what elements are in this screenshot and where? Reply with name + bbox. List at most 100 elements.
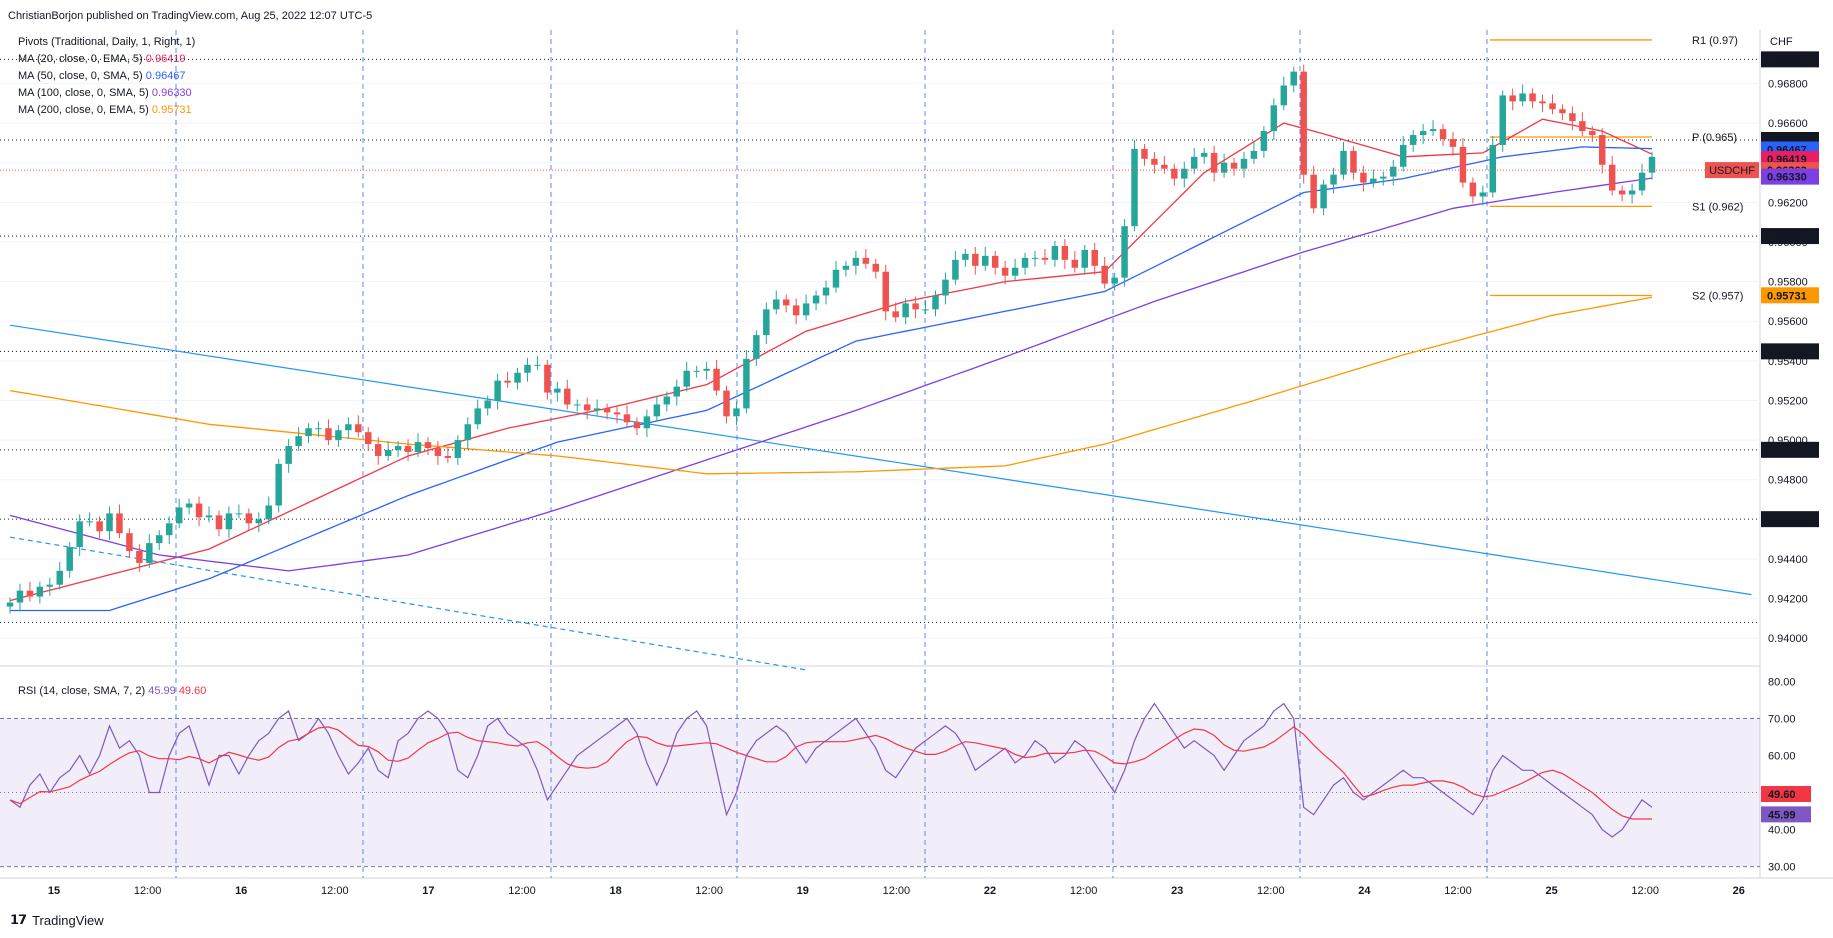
candle-body [56, 570, 63, 585]
candle-body [1181, 168, 1188, 179]
candle-body [663, 396, 671, 405]
candle-body [1469, 182, 1477, 197]
candle-body [355, 424, 362, 433]
candle-body [703, 368, 710, 371]
candle-body [96, 521, 103, 532]
candle-body [1549, 103, 1556, 110]
rsi-tick-label: 70.00 [1768, 713, 1796, 725]
candle-body [1499, 95, 1506, 145]
candle-body [474, 408, 481, 425]
candle-body [623, 414, 631, 423]
candle-body [484, 400, 491, 409]
candle-body [275, 463, 282, 506]
candle-body [384, 450, 392, 456]
candle-body [842, 265, 850, 270]
rsi-tick-label: 40.00 [1768, 825, 1796, 837]
price-axis[interactable]: 0.940000.942000.944000.948000.950000.952… [1761, 51, 1819, 645]
time-tick-label: 26 [1733, 885, 1745, 897]
candle-body [673, 386, 680, 397]
candle-body [1330, 174, 1337, 185]
rsi-axis[interactable]: 80.00 70.00 60.00 40.00 30.00 49.60 45.99 [1761, 676, 1811, 874]
candle-body [325, 428, 332, 441]
candle-body [235, 513, 243, 515]
sma100-line [9, 177, 1653, 572]
candle-body [1320, 184, 1327, 209]
candle-body [1539, 101, 1546, 104]
candle-body [1638, 172, 1646, 191]
candle-body [494, 380, 501, 401]
candle-body [1618, 190, 1626, 195]
candle-body [1001, 267, 1009, 276]
candle-body [773, 299, 780, 310]
candle-body [1409, 135, 1417, 145]
candle-body [1559, 109, 1566, 114]
legend-ma200: MA (200, close, 0, EMA, 5) 0.95731 [18, 104, 192, 116]
time-tick-label: 18 [609, 885, 621, 897]
time-axis[interactable]: 15 12:00 16 12:00 17 12:00 18 12:00 19 12:00 22 12:… [48, 885, 1745, 897]
candle-body [1310, 174, 1317, 209]
candle-body [574, 404, 581, 406]
price-level-badge [1761, 287, 1819, 304]
candle-body [1111, 277, 1118, 284]
candle-body [952, 259, 959, 280]
candle-body [1648, 156, 1656, 173]
price-tick-label: 0.94000 [1768, 633, 1808, 645]
tradingview-footer[interactable]: 𝟭𝟳 TradingView [10, 912, 104, 928]
price-level-badge-text: 0.96330 [1767, 172, 1807, 184]
candle-body [146, 543, 153, 563]
price-level-badge [1761, 168, 1819, 185]
candle-body [1479, 192, 1487, 197]
price-tick-label: 0.94400 [1768, 554, 1808, 566]
price-tick-label: 0.95200 [1768, 395, 1808, 407]
candle-body [1091, 249, 1098, 266]
price-level-badge-text: 0.95731 [1767, 290, 1807, 302]
candle-body [1429, 129, 1437, 132]
legend-ma100: MA (100, close, 0, SMA, 5) 0.96330 [18, 87, 192, 99]
pivot-label: P (0.965) [1692, 132, 1737, 144]
candle-body [1101, 265, 1108, 284]
candle-body [255, 519, 263, 524]
candle-body [156, 535, 163, 544]
price-tick-label: 0.94200 [1768, 594, 1808, 606]
rsi-tick-label: 80.00 [1768, 676, 1796, 688]
time-tick-label: 12:00 [1444, 885, 1472, 897]
candle-body [982, 255, 989, 266]
time-tick-label: 24 [1358, 885, 1371, 897]
candle-body [36, 586, 44, 597]
candle-body [1071, 259, 1079, 268]
candle-body [932, 295, 939, 310]
candle-body [26, 590, 34, 597]
price-level-badge [1761, 51, 1819, 68]
time-tick-label: 12:00 [1257, 885, 1285, 897]
rsi-value-badge [1761, 806, 1811, 823]
candle-body [1021, 257, 1029, 268]
price-level-badge [1761, 511, 1819, 528]
candle-body [782, 299, 790, 306]
time-tick-label: 17 [422, 885, 434, 897]
time-tick-label: 12:00 [134, 885, 162, 897]
candle-body [991, 255, 999, 268]
candle-body [404, 446, 412, 452]
price-level-badge-text: 0.94601 [1767, 514, 1807, 526]
candle-body [633, 422, 641, 429]
candle-body [1569, 113, 1576, 122]
rsi-ma-line [9, 726, 1652, 820]
time-tick-label: 12:00 [695, 885, 723, 897]
candle-body [434, 448, 442, 456]
candle-body [106, 513, 113, 532]
candle-body [46, 584, 54, 587]
time-tick-label: 12:00 [883, 885, 911, 897]
candle-body [1041, 257, 1049, 260]
candle-body [912, 303, 919, 310]
candle-body [603, 408, 611, 413]
rsi-tick-label: 60.00 [1768, 750, 1796, 762]
candle-body [1210, 152, 1218, 173]
candle-body [175, 507, 183, 524]
candle-body [593, 408, 601, 411]
candle-body [504, 380, 511, 383]
candle-body [1131, 148, 1138, 227]
candle-body [1449, 138, 1457, 147]
candle-body [1589, 131, 1596, 136]
time-tick-label: 12:00 [321, 885, 349, 897]
candle-body [812, 295, 820, 304]
